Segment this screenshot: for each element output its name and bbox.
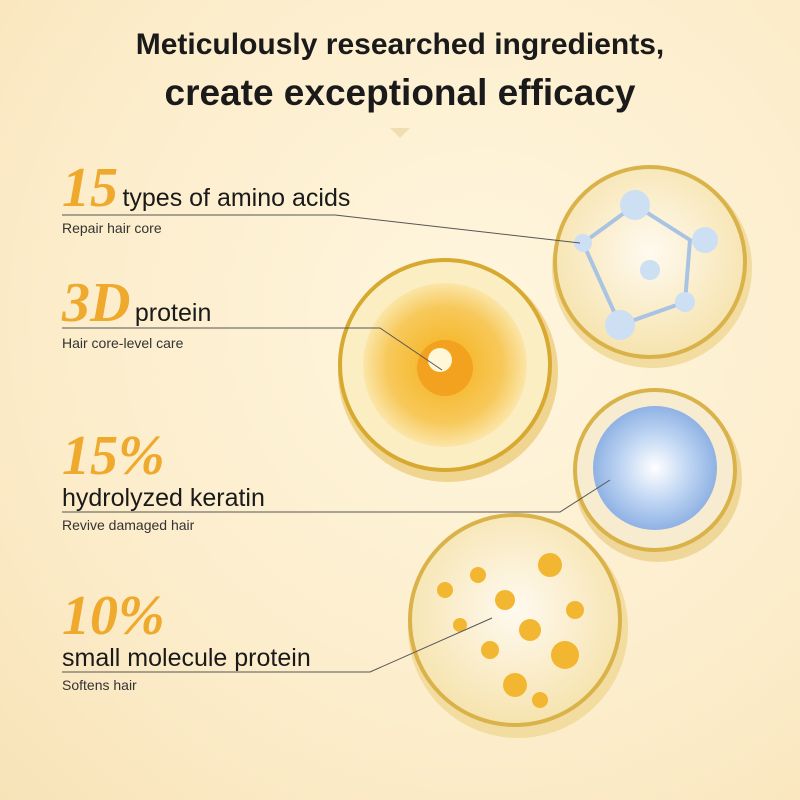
amino-acid-dish	[552, 165, 752, 368]
feature-title: small molecule protein	[62, 644, 311, 672]
heading-line-2: create exceptional efficacy	[164, 72, 636, 113]
feature-number: 3D	[62, 272, 131, 334]
heading-line-1: Meticulously researched ingredients,	[135, 28, 665, 61]
pointer-icon	[390, 128, 410, 138]
feature-keratin: 15% hydrolyzed keratin	[62, 428, 265, 513]
protein-dish	[338, 258, 558, 482]
feature-small-molecule: 10% small molecule protein	[62, 588, 311, 673]
feature-title: hydrolyzed keratin	[62, 484, 265, 512]
leader-line-4	[62, 617, 493, 673]
keratin-dish	[573, 388, 742, 562]
feature-3d-protein: 3D protein	[62, 275, 211, 331]
leader-line-3	[62, 479, 611, 513]
feature-subtitle: Softens hair	[62, 677, 137, 693]
feature-number: 10%	[62, 585, 165, 647]
feature-subtitle: Revive damaged hair	[62, 517, 195, 533]
feature-subtitle: Hair core-level care	[62, 335, 184, 351]
leader-line-2	[62, 327, 443, 371]
feature-number: 15	[62, 157, 118, 219]
feature-amino-acids: 15 types of amino acids	[62, 160, 350, 216]
feature-subtitle: Repair hair core	[62, 220, 162, 236]
feature-title: types of amino acids	[122, 184, 351, 212]
feature-number: 15%	[62, 425, 165, 487]
feature-title: protein	[134, 299, 212, 327]
small-molecule-dish	[408, 513, 628, 738]
leader-line-1	[62, 214, 581, 244]
